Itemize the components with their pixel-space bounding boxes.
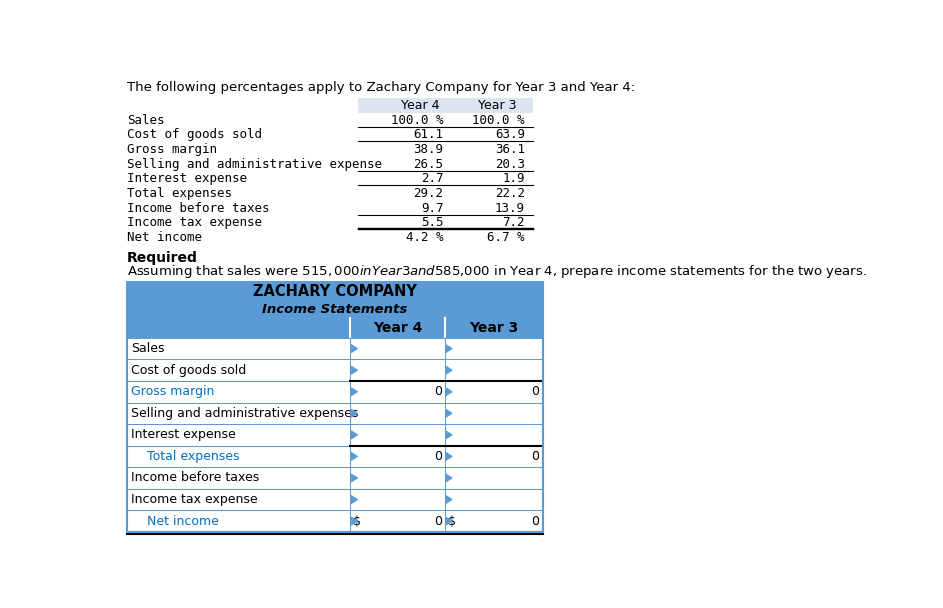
Polygon shape <box>446 345 452 353</box>
Text: Selling and administrative expenses: Selling and administrative expenses <box>131 407 358 420</box>
Text: 22.2: 22.2 <box>495 187 524 200</box>
Polygon shape <box>446 474 452 482</box>
Polygon shape <box>351 431 357 439</box>
Text: $: $ <box>448 514 456 528</box>
Bar <box>127 282 542 301</box>
Text: 100.0 %: 100.0 % <box>391 114 443 127</box>
Text: Total expenses: Total expenses <box>146 450 239 463</box>
Text: The following percentages apply to Zachary Company for Year 3 and Year 4:: The following percentages apply to Zacha… <box>127 81 636 94</box>
Bar <box>127 301 542 318</box>
Text: 0: 0 <box>434 385 442 398</box>
Polygon shape <box>446 431 452 439</box>
Bar <box>127 402 542 424</box>
Text: Income before taxes: Income before taxes <box>127 202 270 215</box>
Text: 0: 0 <box>532 385 539 398</box>
Text: 5.5: 5.5 <box>421 216 443 229</box>
Text: 36.1: 36.1 <box>495 143 524 156</box>
Polygon shape <box>446 452 452 460</box>
Text: Year 4: Year 4 <box>373 321 422 335</box>
Text: Income tax expense: Income tax expense <box>131 493 257 506</box>
Text: Net income: Net income <box>146 514 219 528</box>
Polygon shape <box>446 496 452 503</box>
Bar <box>127 359 542 381</box>
Polygon shape <box>351 452 357 460</box>
Polygon shape <box>351 474 357 482</box>
Polygon shape <box>351 388 357 396</box>
Polygon shape <box>446 409 452 417</box>
Text: $: $ <box>354 514 361 528</box>
Text: Cost of goods sold: Cost of goods sold <box>131 364 246 377</box>
Text: 0: 0 <box>434 450 442 463</box>
Text: Income tax expense: Income tax expense <box>127 216 262 229</box>
Text: Sales: Sales <box>131 342 164 355</box>
Text: Gross margin: Gross margin <box>127 143 217 156</box>
Text: 38.9: 38.9 <box>413 143 443 156</box>
Text: ZACHARY COMPANY: ZACHARY COMPANY <box>253 284 417 299</box>
Text: Year 3: Year 3 <box>478 99 517 112</box>
Text: 26.5: 26.5 <box>413 157 443 171</box>
Text: Selling and administrative expense: Selling and administrative expense <box>127 157 382 171</box>
Bar <box>358 98 533 113</box>
Text: Year 4: Year 4 <box>401 99 439 112</box>
Bar <box>127 489 542 510</box>
Polygon shape <box>446 367 452 374</box>
Text: 61.1: 61.1 <box>413 128 443 142</box>
Polygon shape <box>351 496 357 503</box>
Text: 100.0 %: 100.0 % <box>472 114 524 127</box>
Bar <box>127 424 542 446</box>
Text: Interest expense: Interest expense <box>127 172 247 185</box>
Text: 7.2: 7.2 <box>503 216 524 229</box>
Text: Sales: Sales <box>127 114 165 127</box>
Polygon shape <box>446 517 452 525</box>
Text: Gross margin: Gross margin <box>131 385 214 398</box>
Text: 1.9: 1.9 <box>503 172 524 185</box>
Text: 0: 0 <box>434 514 442 528</box>
Bar <box>127 338 542 359</box>
Polygon shape <box>351 517 357 525</box>
Bar <box>127 446 542 467</box>
Polygon shape <box>351 367 357 374</box>
Text: 13.9: 13.9 <box>495 202 524 215</box>
Text: Year 3: Year 3 <box>469 321 519 335</box>
Text: 29.2: 29.2 <box>413 187 443 200</box>
Polygon shape <box>446 388 452 396</box>
Text: Assuming that sales were $515,000 in Year 3 and $585,000 in Year 4, prepare inco: Assuming that sales were $515,000 in Yea… <box>127 263 868 280</box>
Bar <box>127 510 542 532</box>
Text: 2.7: 2.7 <box>421 172 443 185</box>
Text: Net income: Net income <box>127 231 202 244</box>
Text: 6.7 %: 6.7 % <box>488 231 524 244</box>
Bar <box>127 467 542 489</box>
Text: 63.9: 63.9 <box>495 128 524 142</box>
Text: 9.7: 9.7 <box>421 202 443 215</box>
Text: Required: Required <box>127 251 198 265</box>
Bar <box>127 381 542 402</box>
Polygon shape <box>351 345 357 353</box>
Bar <box>127 318 542 338</box>
Text: Total expenses: Total expenses <box>127 187 232 200</box>
Text: 0: 0 <box>532 450 539 463</box>
Text: Cost of goods sold: Cost of goods sold <box>127 128 262 142</box>
Text: 20.3: 20.3 <box>495 157 524 171</box>
Text: Interest expense: Interest expense <box>131 429 236 441</box>
Text: 4.2 %: 4.2 % <box>405 231 443 244</box>
Text: Income Statements: Income Statements <box>262 303 407 316</box>
Bar <box>127 282 542 532</box>
Text: 0: 0 <box>532 514 539 528</box>
Text: Income before taxes: Income before taxes <box>131 471 259 485</box>
Polygon shape <box>351 409 357 417</box>
